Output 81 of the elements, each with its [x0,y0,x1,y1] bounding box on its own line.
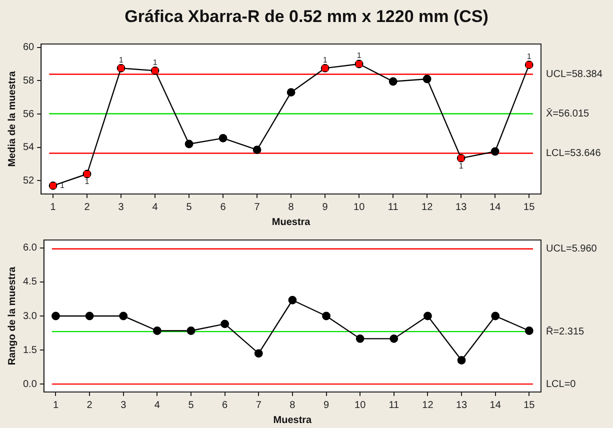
annotation: 1 [322,55,328,64]
x-tick-label: 12 [422,202,434,213]
x-tick-label: 9 [322,202,328,213]
x-tick-label: 1 [52,400,59,411]
point [218,134,228,142]
x-axis-title: Muestra [272,216,311,228]
y-tick-label: 4.5 [22,276,38,288]
point [356,334,364,343]
point [288,296,297,304]
y-tick-label: 52 [23,175,35,186]
x-tick-label: 14 [490,202,502,213]
ref-line-label: UCL=5.960 [546,244,598,255]
point [52,312,60,320]
annotation: 1 [152,58,158,67]
y-tick-label: 1.5 [22,344,38,356]
y-tick-label: 58 [23,75,35,86]
x-tick-label: 11 [388,202,399,213]
x-tick-label: 5 [186,202,192,213]
point [491,312,500,320]
x-tick-label: 7 [256,400,262,411]
annotation: 1 [458,161,464,170]
annotation: 1 [356,51,362,60]
ref-line-label: X̄=56.015 [546,108,590,120]
point [422,74,432,84]
x-tick-label: 14 [490,400,502,411]
ref-line-label: UCL=58.384 [546,69,603,80]
x-tick-label: 13 [456,202,468,213]
x-tick-label: 15 [524,400,536,411]
x-tick-label: 6 [220,202,226,213]
point [388,77,398,86]
annotation: 1 [84,177,90,186]
ref-line-label: LCL=53.646 [546,148,602,159]
ref-line-label: LCL=0 [546,378,576,390]
point [252,146,262,154]
point [390,334,398,343]
annotation: 1 [526,52,532,62]
y-tick-label: 54 [23,142,35,154]
point [424,312,432,320]
x-tick-label: 10 [354,202,366,213]
point [184,140,194,148]
y-tick-label: 3.0 [22,310,38,322]
x-tick-label: 15 [524,202,536,213]
point [119,312,128,320]
chart-title: Gráfica Xbarra-R de 0.52 mm x 1220 mm (CS) [124,6,490,28]
x-tick-label: 5 [188,400,194,411]
y-axis-title: Media de la muestra [6,70,18,167]
annotation: 1 [60,180,66,190]
y-axis-title: Rango de la muestra [6,266,18,366]
point [152,326,162,335]
x-tick-label: 10 [354,400,366,411]
x-tick-label: 12 [422,400,434,411]
annotation: 1 [118,55,124,64]
x-tick-label: 2 [86,400,93,411]
x-tick-label: 8 [288,202,294,213]
x-tick-label: 11 [388,400,400,411]
y-tick-label: 60 [23,42,35,54]
y-tick-label: 6.0 [22,242,38,254]
x-tick-label: 8 [290,400,296,411]
x-axis-title: Muestra [273,414,312,426]
point [490,147,500,156]
x-tick-label: 9 [323,400,330,411]
point [322,312,330,320]
x-tick-label: 4 [154,400,160,411]
point [220,320,230,328]
point [524,326,534,335]
x-tick-label: 7 [254,202,260,213]
point [457,356,466,364]
point [85,312,94,320]
point [286,88,296,97]
point [254,349,263,358]
x-tick-label: 1 [50,202,56,213]
y-tick-label: 56 [23,108,35,120]
x-tick-label: 3 [118,202,124,213]
point [186,326,196,335]
x-tick-label: 4 [152,202,158,213]
x-tick-label: 2 [84,202,90,213]
y-tick-label: 0.0 [22,378,38,390]
x-tick-label: 3 [120,400,127,411]
x-tick-label: 13 [456,400,468,411]
ref-line-label: R̄=2.315 [546,326,585,338]
x-tick-label: 6 [222,400,228,411]
